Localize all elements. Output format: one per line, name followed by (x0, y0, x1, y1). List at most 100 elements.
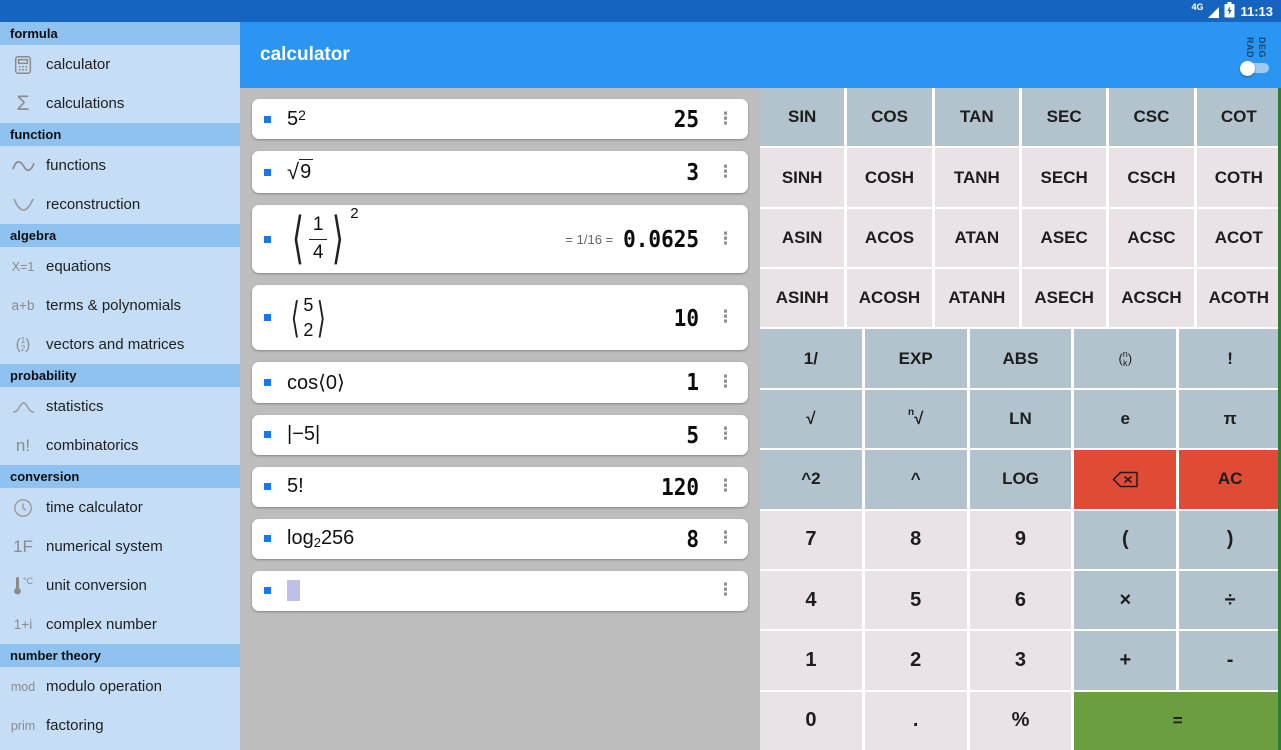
sidebar-item-equations[interactable]: X=1 equations (0, 247, 240, 286)
history-card[interactable]: ⟨ 5 2 ⟩ 10 ⋮ (252, 285, 748, 350)
key-atan[interactable]: ATAN (934, 208, 1019, 268)
key-plus[interactable]: + (1074, 631, 1177, 690)
key-backspace-icon[interactable] (1074, 450, 1177, 509)
key-nth-root[interactable]: n√ (864, 389, 967, 449)
sidebar-item-vectors-and-matrices[interactable]: (1 2) vectors and matrices (0, 325, 240, 364)
card-menu-button[interactable]: ⋮ (717, 228, 734, 249)
key-tanh[interactable]: TANH (934, 148, 1019, 207)
sidebar-item-reconstruction[interactable]: reconstruction (0, 185, 240, 224)
keypad-row: SIN COS TAN SEC CSC COT (760, 88, 1281, 147)
card-menu-button[interactable]: ⋮ (717, 580, 734, 601)
sidebar-item-functions[interactable]: functions (0, 146, 240, 185)
key-acosh[interactable]: ACOSH (847, 269, 932, 328)
card-menu-button[interactable]: ⋮ (717, 476, 734, 497)
key-cot[interactable]: COT (1196, 88, 1281, 147)
key-acot[interactable]: ACOT (1196, 208, 1281, 268)
card-menu-button[interactable]: ⋮ (717, 424, 734, 445)
card-menu-button[interactable]: ⋮ (717, 371, 734, 392)
sidebar-item-factoring[interactable]: prim factoring (0, 706, 240, 745)
key-sec[interactable]: SEC (1022, 88, 1107, 147)
key-0[interactable]: 0 (760, 691, 862, 750)
key-3[interactable]: 3 (969, 631, 1072, 690)
key-square[interactable]: ^2 (760, 450, 862, 509)
key-reciprocal[interactable]: 1/ (760, 329, 862, 388)
history-card[interactable]: ⋮ (252, 570, 748, 611)
key-asinh[interactable]: ASINH (760, 269, 845, 328)
sidebar-item-numerical-system[interactable]: 1F numerical system (0, 527, 240, 566)
sidebar-item-time-calculator[interactable]: time calculator (0, 488, 240, 527)
card-menu-button[interactable]: ⋮ (717, 528, 734, 549)
history-card[interactable]: |−5| 5 ⋮ (252, 414, 748, 455)
history-card[interactable]: 5 2 25 ⋮ (252, 99, 748, 139)
key-cosh[interactable]: COSH (847, 148, 932, 207)
key-power[interactable]: ^ (864, 450, 967, 509)
key-all-clear[interactable]: AC (1179, 450, 1281, 509)
key-9[interactable]: 9 (969, 510, 1072, 569)
key-sinh[interactable]: SINH (760, 148, 845, 207)
history-card[interactable]: 5! 120 ⋮ (252, 466, 748, 507)
key-log[interactable]: LOG (969, 450, 1072, 509)
sidebar-item-combinatorics[interactable]: n! combinatorics (0, 426, 240, 465)
key-close-paren[interactable]: ) (1179, 510, 1281, 569)
sidebar-item-unit-conversion[interactable]: °C unit conversion (0, 566, 240, 605)
key-5[interactable]: 5 (864, 570, 967, 630)
key-sin[interactable]: SIN (760, 88, 845, 147)
key-2[interactable]: 2 (864, 631, 967, 690)
card-menu-button[interactable]: ⋮ (717, 108, 734, 129)
key-divide[interactable]: ÷ (1179, 570, 1281, 630)
key-ln[interactable]: LN (969, 389, 1072, 449)
key-percent[interactable]: % (969, 691, 1072, 750)
sidebar-item-complex-number[interactable]: 1+i complex number (0, 605, 240, 644)
sidebar-item-terms-polynomials[interactable]: a+b terms & polynomials (0, 286, 240, 325)
key-factorial[interactable]: ! (1179, 329, 1281, 388)
key-e[interactable]: e (1074, 389, 1177, 449)
history-card[interactable]: cos⟨0⟩ 1 ⋮ (252, 361, 748, 403)
key-6[interactable]: 6 (969, 570, 1072, 630)
sidebar-item-modulo-operation[interactable]: mod modulo operation (0, 667, 240, 706)
key-asech[interactable]: ASECH (1022, 269, 1107, 328)
key-csch[interactable]: CSCH (1109, 148, 1194, 207)
key-decimal[interactable]: . (864, 691, 967, 750)
rad-deg-switch[interactable] (1240, 60, 1269, 76)
key-minus[interactable]: - (1179, 631, 1281, 690)
card-menu-button[interactable]: ⋮ (717, 307, 734, 328)
key-acoth[interactable]: ACOTH (1196, 269, 1281, 328)
key-binomial[interactable]: (n k) (1074, 329, 1177, 388)
key-1[interactable]: 1 (760, 631, 862, 690)
history-card[interactable]: √ 9 3 ⋮ (252, 151, 748, 193)
angle-unit-toggle[interactable]: RAD DEG (1240, 36, 1269, 76)
sidebar-item-label: functions (46, 157, 107, 174)
key-8[interactable]: 8 (864, 510, 967, 569)
history-card[interactable]: log 2 256 8 ⋮ (252, 518, 748, 559)
card-bullet (264, 587, 271, 595)
key-sqrt[interactable]: √ (760, 389, 862, 449)
key-equals[interactable]: = (1074, 691, 1281, 750)
key-7[interactable]: 7 (760, 510, 862, 569)
key-acsc[interactable]: ACSC (1109, 208, 1194, 268)
history-card[interactable]: ⟨ 1 4 ⟩ 2 = 1/16 = 0.0625 ⋮ (252, 205, 748, 274)
key-acsch[interactable]: ACSCH (1109, 269, 1194, 328)
card-menu-button[interactable]: ⋮ (717, 161, 734, 182)
key-coth[interactable]: COTH (1196, 148, 1281, 207)
key-csc[interactable]: CSC (1109, 88, 1194, 147)
key-atanh[interactable]: ATANH (934, 269, 1019, 328)
key-abs[interactable]: ABS (969, 329, 1072, 388)
card-expression: |−5| (287, 423, 321, 446)
key-multiply[interactable]: × (1074, 570, 1177, 630)
key-tan[interactable]: TAN (934, 88, 1019, 147)
key-pi[interactable]: π (1179, 389, 1281, 449)
history-panel[interactable]: 5 2 25 ⋮ √ 9 3 ⋮ ⟨ 1 4 ⟩ 2 = 1/16 = 0.0625 ⋮ ⟨ 5 2 ⟩ 10 ⋮ cos⟨… (240, 88, 760, 750)
deg-label: DEG (1257, 36, 1267, 58)
key-cos[interactable]: COS (847, 88, 932, 147)
key-asin[interactable]: ASIN (760, 208, 845, 268)
key-exp[interactable]: EXP (864, 329, 967, 388)
key-open-paren[interactable]: ( (1074, 510, 1177, 569)
key-sech[interactable]: SECH (1022, 148, 1107, 207)
key-4[interactable]: 4 (760, 570, 862, 630)
sidebar-item-calculator[interactable]: calculator (0, 45, 240, 84)
key-asec[interactable]: ASEC (1022, 208, 1107, 268)
key-acos[interactable]: ACOS (847, 208, 932, 268)
sidebar-item-statistics[interactable]: statistics (0, 387, 240, 426)
